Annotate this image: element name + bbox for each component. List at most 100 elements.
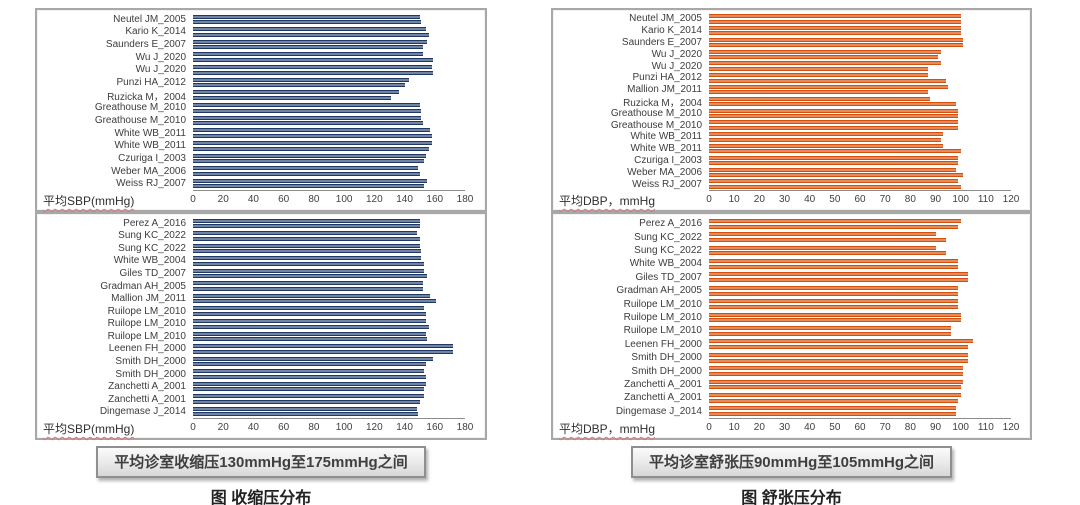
study-label: Greathouse M_2010 <box>94 102 186 114</box>
study-row: Perez A_2016 <box>43 217 485 230</box>
x-axis-title: 平均DBP，mmHg <box>559 422 656 436</box>
bar <box>709 232 936 237</box>
bar <box>709 102 956 107</box>
bar-group <box>193 405 465 418</box>
axis-tick-label: 40 <box>247 194 259 205</box>
bar <box>709 312 961 317</box>
bar <box>193 306 425 311</box>
study-label: Weber MA_2006 <box>627 166 702 178</box>
bar-group <box>193 13 465 26</box>
axis-tick-label: 160 <box>426 194 444 205</box>
study-label: Greathouse M_2010 <box>610 119 702 131</box>
bar <box>193 394 425 399</box>
bar <box>709 398 959 403</box>
study-label: Neutel JM_2005 <box>629 13 702 25</box>
bar-group <box>193 64 465 77</box>
study-row: Ruzicka M，2004 <box>559 96 1030 109</box>
bar-group <box>709 271 1011 284</box>
bar-group <box>709 351 1011 364</box>
study-label: Ruilope LM_2010 <box>107 318 186 330</box>
study-label: Leenen FH_2000 <box>108 343 186 355</box>
study-label: Weber MA_2006 <box>111 165 186 177</box>
axis-tick-label: 100 <box>335 422 353 433</box>
study-label: Ruzicka M，2004 <box>623 97 702 109</box>
bar-group <box>709 230 1011 243</box>
figure-title-sbp: 图 收缩压分布 <box>210 490 312 505</box>
bar <box>709 331 951 336</box>
study-row: White WB_2011 <box>559 131 1030 143</box>
bar <box>193 261 425 266</box>
bar <box>709 155 959 160</box>
study-row: White WB_2011 <box>43 139 485 152</box>
bar-group <box>193 318 465 331</box>
study-row: Zanchetti A_2001 <box>43 380 485 393</box>
bar <box>193 115 422 120</box>
study-row: Saunders E_2007 <box>559 37 1030 49</box>
study-row: Wu J_2020 <box>559 60 1030 72</box>
bar <box>193 58 434 63</box>
bar-group <box>709 178 1011 190</box>
bar <box>709 305 959 310</box>
bar <box>193 178 428 183</box>
axis-tick-label: 80 <box>308 194 320 205</box>
bar-rows: Perez A_2016 Sung KC_2022 Sung KC_2022 Whit… <box>559 217 1030 418</box>
study-row: Perez A_2016 <box>559 217 1030 230</box>
bar-group <box>193 114 465 127</box>
axis-tick-label: 180 <box>456 422 474 433</box>
axis-tick-label: 100 <box>952 194 969 205</box>
study-label: Weiss RJ_2007 <box>116 178 186 190</box>
study-label: Greathouse M_2010 <box>610 107 702 119</box>
x-axis-row: 平均DBP，mmHg 0 10 20 30 40 50 60 70 80 90 100 110 120 <box>559 418 1030 437</box>
bar <box>193 331 426 336</box>
study-label: Ruzicka M，2004 <box>107 91 186 103</box>
bar-group <box>193 76 465 89</box>
bar-group <box>709 405 1011 418</box>
study-row: Smith DH_2000 <box>559 351 1030 364</box>
bar <box>193 286 423 291</box>
study-row: Greathouse M_2010 <box>559 119 1030 131</box>
bar-group <box>709 107 1011 119</box>
study-row: Sung KC_2022 <box>43 230 485 243</box>
bar <box>193 166 419 171</box>
bar <box>709 90 928 95</box>
study-label: White WB_2011 <box>114 140 186 152</box>
x-axis: 0 10 20 30 40 50 60 70 80 90 100 110 120 <box>706 418 1019 437</box>
chart-panel-sbp-top-left: Neutel JM_2005 Kario K_2014 Saunders E_200… <box>35 8 487 212</box>
axis-tick-label: 70 <box>879 194 891 205</box>
study-row: Punzi HA_2012 <box>43 76 485 89</box>
bar-group <box>193 152 465 165</box>
study-label: Perez A_2016 <box>639 218 702 230</box>
study-label: Saunders E_2007 <box>105 39 186 51</box>
axis-tick-label: 10 <box>728 422 740 433</box>
bar <box>193 356 434 361</box>
bar <box>193 146 429 151</box>
bar <box>709 73 928 78</box>
bar <box>709 278 969 283</box>
bar <box>193 381 426 386</box>
study-label: White WB_2011 <box>630 143 702 155</box>
bar <box>193 32 429 37</box>
bar-group <box>709 155 1011 167</box>
bar-group <box>193 267 465 280</box>
study-label: Giles TD_2007 <box>119 268 186 280</box>
bar-group <box>709 48 1011 60</box>
x-axis: 0 20 40 60 80 100 120 140 160 180 <box>190 418 473 437</box>
bar <box>193 319 426 324</box>
study-label: Sung KC_2022 <box>634 245 702 257</box>
x-axis-row: 平均SBP(mmHg) 0 20 40 60 80 100 120 140 160 180 <box>43 190 485 209</box>
bar <box>709 161 959 166</box>
axis-tick-label: 80 <box>904 194 916 205</box>
chart-panel-sbp-bottom-left: Perez A_2016 Sung KC_2022 Sung KC_2022 Whit… <box>35 212 487 440</box>
bar-rows: Neutel JM_2005 Kario K_2014 Saunders E_200… <box>559 13 1030 190</box>
bar-group <box>709 25 1011 37</box>
x-axis-title: 平均SBP(mmHg) <box>43 194 135 208</box>
study-label: White WB_2011 <box>630 131 702 143</box>
study-label: Ruilope LM_2010 <box>623 325 702 337</box>
study-row: Zanchetti A_2001 <box>559 391 1030 404</box>
bar <box>193 20 422 25</box>
study-row: White WB_2011 <box>559 143 1030 155</box>
bar <box>709 259 959 264</box>
study-label: Punzi HA_2012 <box>632 72 703 84</box>
bar <box>193 65 432 70</box>
study-row: Ruilope LM_2010 <box>43 330 485 343</box>
